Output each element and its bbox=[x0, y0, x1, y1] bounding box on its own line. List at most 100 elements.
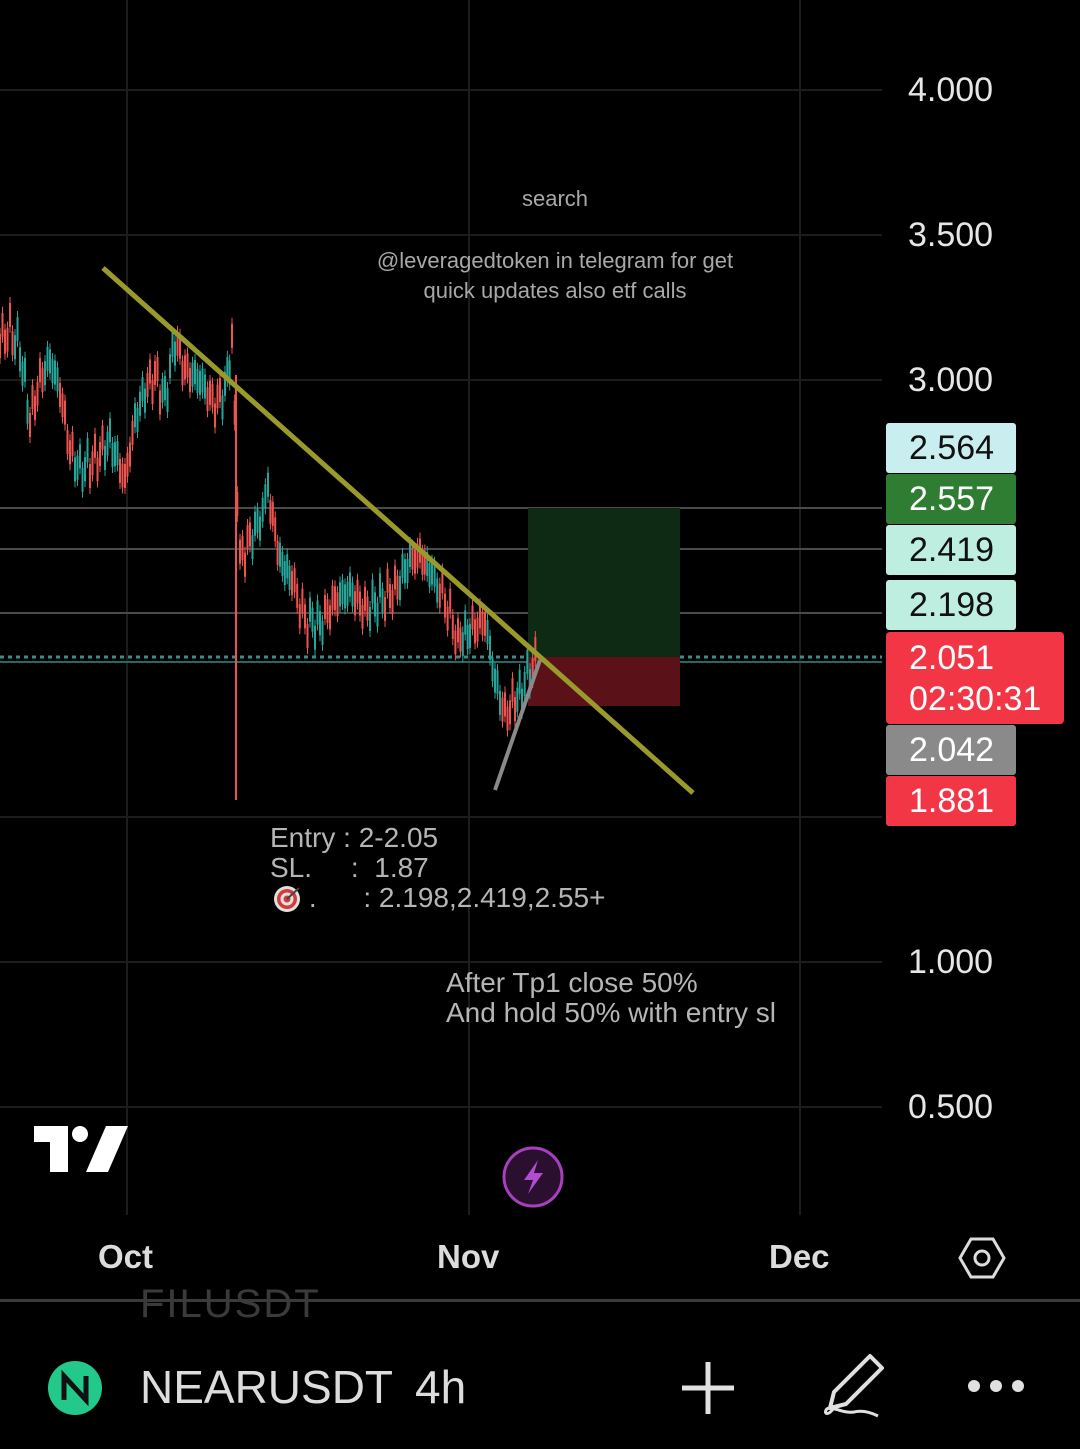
more-icon[interactable] bbox=[966, 1376, 1026, 1396]
current-price-badge[interactable]: 2.051 02:30:31 bbox=[886, 632, 1064, 724]
candle-body bbox=[139, 391, 141, 416]
candle-body bbox=[351, 582, 354, 607]
candle-body bbox=[99, 442, 101, 467]
price-badge[interactable]: 2.419 bbox=[886, 525, 1016, 575]
candle-body bbox=[119, 458, 121, 483]
chart-area[interactable]: 4.000 3.500 3.000 1.000 0.500 2.564 2.55… bbox=[0, 0, 1080, 1300]
long-stop-zone[interactable] bbox=[528, 657, 680, 706]
candle-body bbox=[399, 576, 401, 601]
time-axis-label: Dec bbox=[769, 1238, 830, 1275]
candle-body bbox=[21, 361, 24, 386]
candle-body bbox=[86, 438, 89, 463]
panel-divider[interactable] bbox=[0, 1299, 1080, 1302]
near-logo-icon bbox=[48, 1361, 102, 1415]
chart-settings-icon[interactable] bbox=[958, 1234, 1006, 1282]
price-badge[interactable]: 2.557 bbox=[886, 474, 1016, 524]
candle-body bbox=[441, 569, 444, 594]
candle-body bbox=[264, 484, 267, 509]
candle-body bbox=[389, 584, 391, 609]
plan-note[interactable]: After Tp1 close 50% And hold 50% with en… bbox=[446, 967, 776, 1028]
price-badge[interactable]: 2.198 bbox=[886, 580, 1016, 630]
candle-body bbox=[511, 678, 514, 703]
vertical-grid bbox=[126, 0, 801, 1215]
candle-body bbox=[428, 563, 431, 588]
long-target-zone[interactable] bbox=[528, 508, 680, 657]
candle-body bbox=[356, 579, 359, 604]
candle-body bbox=[288, 565, 291, 590]
candle-body bbox=[276, 540, 279, 565]
candle-body bbox=[196, 368, 199, 393]
candle-body bbox=[191, 362, 194, 387]
candle-body bbox=[61, 393, 64, 418]
interval-selector[interactable]: 4h bbox=[415, 1361, 467, 1413]
candle-body bbox=[146, 372, 149, 397]
promo-note[interactable]: @leveragedtoken in telegram for get quic… bbox=[376, 248, 734, 303]
candle-body bbox=[14, 335, 16, 360]
candle-body bbox=[354, 591, 356, 616]
price-axis-label: 0.500 bbox=[908, 1088, 994, 1126]
candle-body bbox=[384, 596, 386, 621]
descending-trendline[interactable] bbox=[101, 266, 695, 795]
pen-icon[interactable] bbox=[822, 1352, 886, 1420]
candle-body bbox=[457, 618, 459, 643]
plus-icon[interactable] bbox=[680, 1360, 736, 1416]
candle-body bbox=[179, 334, 181, 359]
candle-body bbox=[228, 360, 231, 385]
candle-body bbox=[16, 317, 19, 342]
candle-body bbox=[341, 579, 344, 604]
candle-body bbox=[51, 359, 54, 384]
search-note[interactable]: search bbox=[521, 186, 589, 211]
price-badge[interactable]: 2.564 bbox=[886, 423, 1016, 473]
price-badge[interactable]: 1.881 bbox=[886, 776, 1016, 826]
price-badge[interactable]: 2.042 bbox=[886, 725, 1016, 775]
candle-body bbox=[0, 334, 1, 358]
candle-body bbox=[111, 442, 114, 467]
candle-body bbox=[293, 568, 296, 593]
candle-body bbox=[334, 586, 336, 611]
candle-body bbox=[346, 581, 349, 606]
candle-body bbox=[241, 536, 244, 561]
candle-body bbox=[286, 554, 289, 579]
candle-body bbox=[74, 457, 76, 482]
candle-body bbox=[79, 444, 81, 469]
candle-body bbox=[24, 357, 26, 382]
candle-body bbox=[476, 617, 479, 642]
candle-body bbox=[159, 390, 161, 415]
candle-body bbox=[144, 388, 146, 413]
candle-body bbox=[134, 403, 136, 428]
candle-body bbox=[269, 499, 272, 524]
price-chart[interactable] bbox=[0, 0, 1080, 1300]
candle-body bbox=[324, 594, 326, 619]
ascending-trendline[interactable] bbox=[493, 659, 542, 791]
candle-body bbox=[501, 697, 504, 722]
candle-body bbox=[283, 561, 286, 586]
candle-body bbox=[499, 690, 501, 715]
candle-body bbox=[233, 400, 236, 425]
candle-body bbox=[176, 331, 179, 356]
candle-body bbox=[156, 357, 159, 382]
candle-body bbox=[224, 371, 226, 396]
candle-body bbox=[484, 611, 486, 636]
candle-body bbox=[209, 380, 211, 405]
candle-body bbox=[189, 368, 191, 393]
candle-body bbox=[96, 457, 99, 482]
trade-note[interactable]: Entry : 2-2.05 SL. : 1.87 . : 2.198,2.41… bbox=[270, 822, 606, 913]
candle-body bbox=[69, 440, 71, 465]
candle-body bbox=[306, 624, 309, 649]
candle-body bbox=[336, 592, 339, 617]
candle-body bbox=[526, 649, 529, 674]
symbol-ticker[interactable]: NEARUSDT bbox=[140, 1361, 394, 1413]
candle-body bbox=[359, 591, 361, 616]
candle-body bbox=[406, 558, 409, 583]
candle-body bbox=[431, 560, 433, 585]
candle-body bbox=[161, 378, 164, 403]
candle-body bbox=[164, 376, 166, 401]
level-lines[interactable] bbox=[0, 507, 882, 663]
lightning-icon[interactable] bbox=[502, 1146, 564, 1208]
candle-body bbox=[504, 692, 506, 717]
candle-body bbox=[426, 552, 429, 577]
candle-body bbox=[416, 543, 419, 568]
candle-body bbox=[311, 607, 314, 632]
candle-body bbox=[471, 605, 474, 630]
candle-body bbox=[404, 559, 406, 584]
